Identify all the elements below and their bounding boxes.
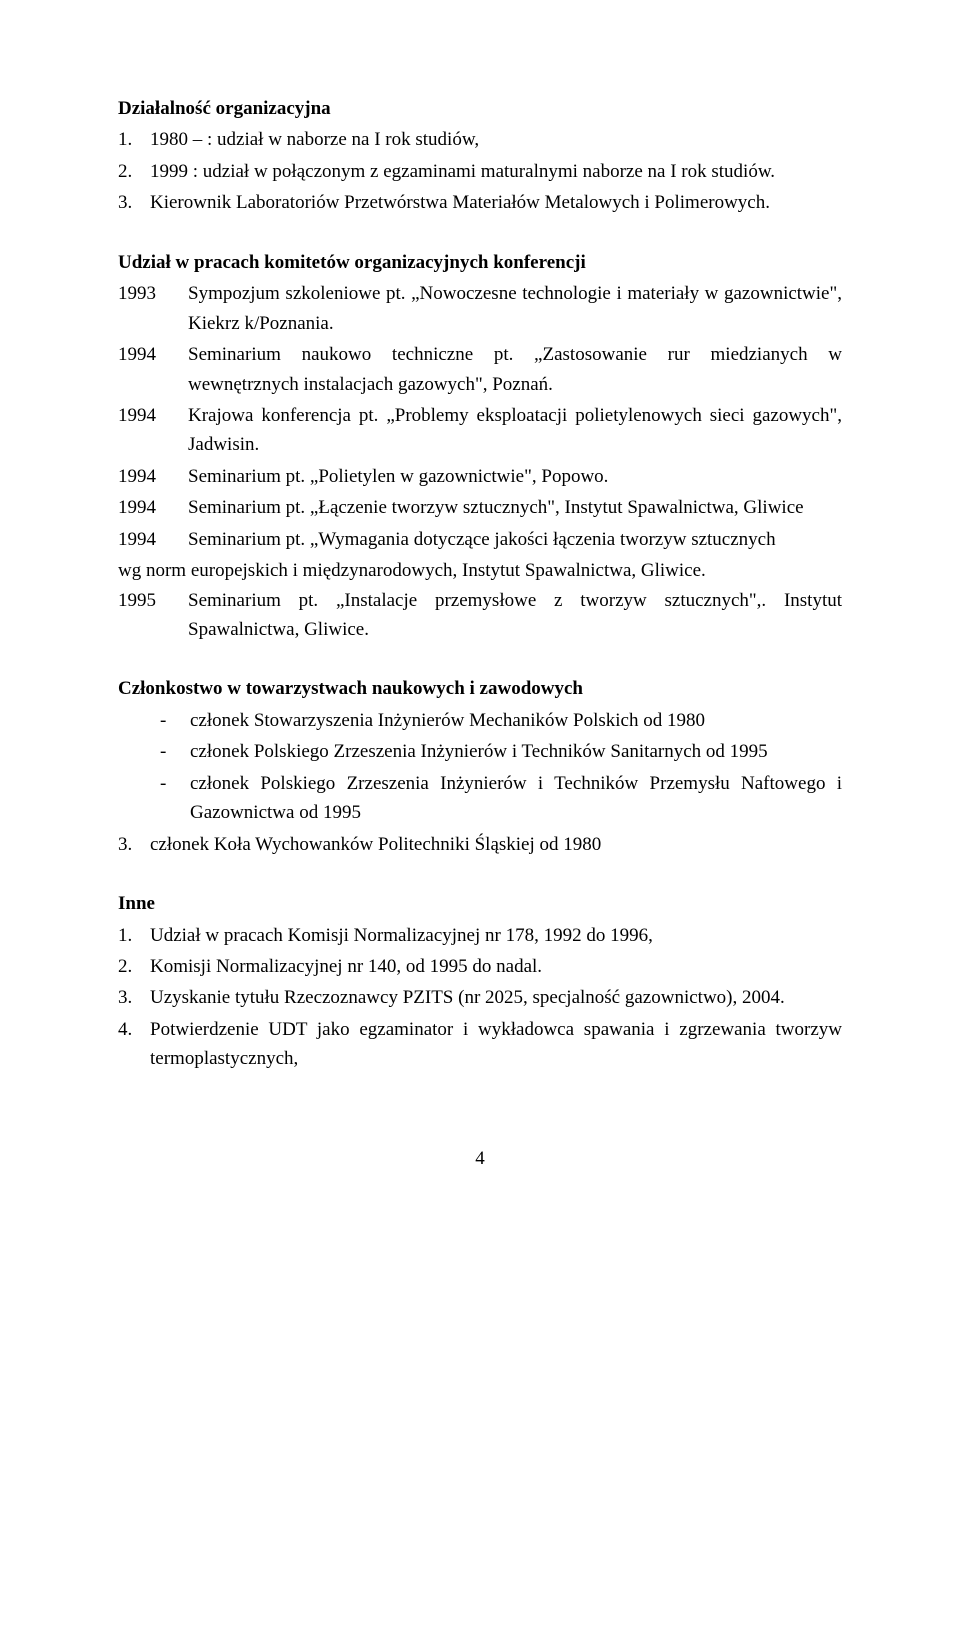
year-row: 1995 Seminarium pt. „Instalacje przemysł…	[118, 586, 842, 645]
year-body: Sympozjum szkoleniowe pt. „Nowoczesne te…	[188, 279, 842, 338]
item-number: 3.	[118, 188, 150, 217]
year-label: 1994	[118, 340, 188, 399]
dash-bullet: -	[160, 706, 190, 735]
year-row: 1994 Seminarium pt. „Polietylen w gazown…	[118, 462, 842, 491]
item-text: członek Polskiego Zrzeszenia Inżynierów …	[190, 737, 842, 766]
list-item: - członek Stowarzyszenia Inżynierów Mech…	[160, 706, 842, 735]
year-label: 1995	[118, 586, 188, 645]
list-item: 2. 1999 : udział w połączonym z egzamina…	[118, 157, 842, 186]
dash-bullet: -	[160, 769, 190, 828]
item-text: 1980 – : udział w naborze na I rok studi…	[150, 125, 842, 154]
item-number: 1.	[118, 921, 150, 950]
item-text: członek Stowarzyszenia Inżynierów Mechan…	[190, 706, 842, 735]
dash-list: - członek Stowarzyszenia Inżynierów Mech…	[118, 706, 842, 828]
year-body: Seminarium pt. „Instalacje przemysłowe z…	[188, 586, 842, 645]
item-text: 1999 : udział w połączonym z egzaminami …	[150, 157, 842, 186]
year-label: 1994	[118, 493, 188, 522]
year-body: Seminarium pt. „Wymagania dotyczące jako…	[188, 525, 842, 554]
year-row: 1993 Sympozjum szkoleniowe pt. „Nowoczes…	[118, 279, 842, 338]
item-number: 3.	[118, 983, 150, 1012]
year-label: 1994	[118, 462, 188, 491]
item-text: Kierownik Laboratoriów Przetwórstwa Mate…	[150, 188, 842, 217]
list-item: 4. Potwierdzenie UDT jako egzaminator i …	[118, 1015, 842, 1074]
year-label: 1994	[118, 525, 188, 554]
item-number: 2.	[118, 952, 150, 981]
year-row: 1994 Seminarium pt. „Łączenie tworzyw sz…	[118, 493, 842, 522]
list-item: 2. Komisji Normalizacyjnej nr 140, od 19…	[118, 952, 842, 981]
year-body: Seminarium naukowo techniczne pt. „Zasto…	[188, 340, 842, 399]
dash-bullet: -	[160, 737, 190, 766]
list-item: 3. Kierownik Laboratoriów Przetwórstwa M…	[118, 188, 842, 217]
year-body: Seminarium pt. „Polietylen w gazownictwi…	[188, 462, 842, 491]
item-text: Uzyskanie tytułu Rzeczoznawcy PZITS (nr …	[150, 983, 842, 1012]
year-row: 1994 Seminarium pt. „Wymagania dotyczące…	[118, 525, 842, 554]
year-row: 1994 Seminarium naukowo techniczne pt. „…	[118, 340, 842, 399]
list-item: 3. członek Koła Wychowanków Politechniki…	[118, 830, 842, 859]
item-text: Komisji Normalizacyjnej nr 140, od 1995 …	[150, 952, 842, 981]
item-number: 1.	[118, 125, 150, 154]
page-number: 4	[118, 1144, 842, 1173]
conference-title: Udział w pracach komitetów organizacyjny…	[118, 248, 842, 277]
year-row-continuation: wg norm europejskich i międzynarodowych,…	[118, 556, 842, 585]
item-number: 2.	[118, 157, 150, 186]
item-text: członek Koła Wychowanków Politechniki Śl…	[150, 830, 842, 859]
org-activity-title: Działalność organizacyjna	[118, 94, 842, 123]
item-number: 4.	[118, 1015, 150, 1074]
list-item: 1. Udział w pracach Komisji Normalizacyj…	[118, 921, 842, 950]
inne-title: Inne	[118, 889, 842, 918]
list-item: - członek Polskiego Zrzeszenia Inżynieró…	[160, 737, 842, 766]
membership-title: Członkostwo w towarzystwach naukowych i …	[118, 674, 842, 703]
item-text: Udział w pracach Komisji Normalizacyjnej…	[150, 921, 842, 950]
year-label: 1993	[118, 279, 188, 338]
year-body: Seminarium pt. „Łączenie tworzyw sztuczn…	[188, 493, 842, 522]
item-text: członek Polskiego Zrzeszenia Inżynierów …	[190, 769, 842, 828]
item-text: Potwierdzenie UDT jako egzaminator i wyk…	[150, 1015, 842, 1074]
list-item: 3. Uzyskanie tytułu Rzeczoznawcy PZITS (…	[118, 983, 842, 1012]
year-label: 1994	[118, 401, 188, 460]
list-item: 1. 1980 – : udział w naborze na I rok st…	[118, 125, 842, 154]
year-body: Krajowa konferencja pt. „Problemy eksplo…	[188, 401, 842, 460]
list-item: - członek Polskiego Zrzeszenia Inżynieró…	[160, 769, 842, 828]
year-row: 1994 Krajowa konferencja pt. „Problemy e…	[118, 401, 842, 460]
item-number: 3.	[118, 830, 150, 859]
